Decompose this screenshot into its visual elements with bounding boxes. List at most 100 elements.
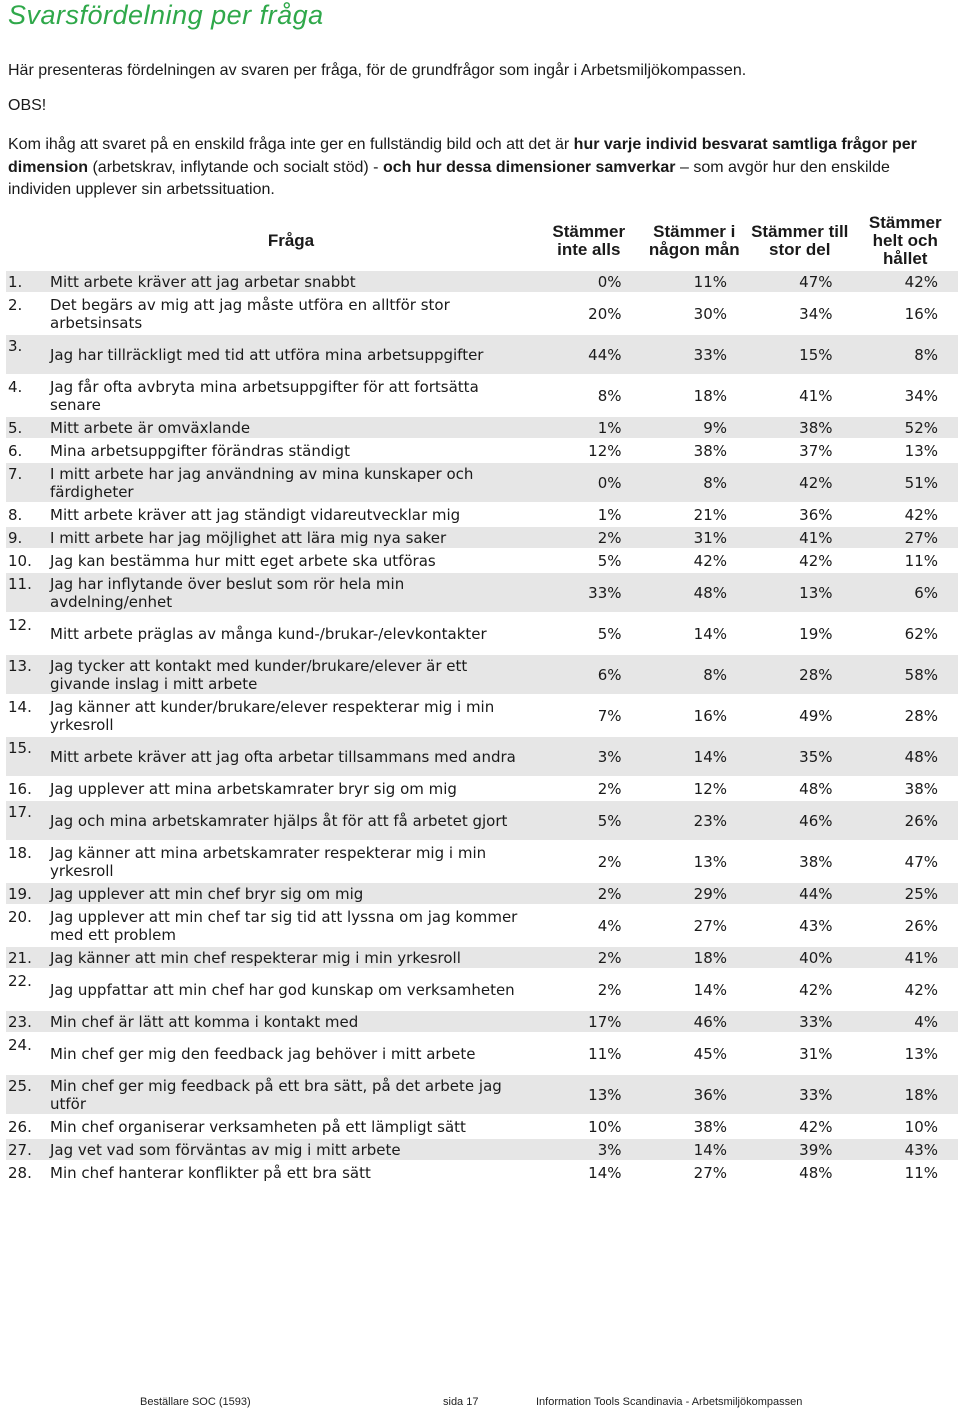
value-completely: 26% (852, 799, 958, 841)
value-largely: 31% (747, 1032, 853, 1074)
value-largely: 15% (747, 333, 853, 375)
table-row: 17. Jag och mina arbetskamrater hjälps åt… (6, 799, 958, 841)
question-number: 19. (8, 884, 32, 903)
note-bold-2: och hur dessa dimensioner samverkar (382, 158, 676, 176)
value-largely: 28% (747, 653, 853, 695)
question-text: Det begärs av mig att jag måste utföra e… (50, 295, 450, 332)
value-largely: 42% (747, 968, 853, 1010)
question-text: Jag har inflytande över beslut som rör h… (50, 574, 405, 611)
question-text: Jag uppfattar att min chef har god kunsk… (50, 980, 515, 999)
table-row: 26. Min chef organiserar verksamheten på … (6, 1114, 958, 1138)
value-not-at-all: 5% (536, 612, 642, 654)
value-somewhat: 48% (641, 571, 747, 613)
value-not-at-all: 12% (536, 438, 642, 462)
table-row: 13. Jag tycker att kontakt med kunder/bru… (6, 653, 958, 695)
question-cell: 22. Jag uppfattar att min chef har god ku… (6, 968, 536, 1010)
question-cell: 9. I mitt arbete har jag möjlighet att lä… (6, 525, 536, 549)
question-cell: 15. Mitt arbete kräver att jag ofta arbet… (6, 735, 536, 777)
value-not-at-all: 14% (536, 1160, 642, 1183)
value-largely: 35% (747, 735, 853, 777)
question-number: 22. (8, 972, 32, 990)
question-cell: 26. Min chef organiserar verksamheten på … (6, 1114, 536, 1138)
question-number: 1. (8, 272, 23, 291)
question-number: 16. (8, 779, 32, 798)
value-somewhat: 27% (641, 904, 747, 946)
value-not-at-all: 17% (536, 1009, 642, 1033)
question-number: 5. (8, 418, 23, 437)
value-not-at-all: 5% (536, 548, 642, 572)
value-largely: 46% (747, 799, 853, 841)
value-completely: 42% (852, 502, 958, 526)
value-somewhat: 9% (641, 415, 747, 439)
table-row: 14. Jag känner att kunder/brukare/elever … (6, 694, 958, 736)
question-cell: 25. Min chef ger mig feedback på ett bra … (6, 1073, 536, 1115)
value-largely: 39% (747, 1137, 853, 1161)
question-cell: 2. Det begärs av mig att jag måste utföra… (6, 292, 536, 334)
question-number: 11. (8, 575, 32, 593)
question-text: Jag upplever att min chef bryr sig om mi… (50, 884, 364, 903)
value-somewhat: 33% (641, 333, 747, 375)
value-somewhat: 42% (641, 548, 747, 572)
value-not-at-all: 7% (536, 694, 642, 736)
question-number: 2. (8, 296, 23, 314)
question-number: 25. (8, 1077, 32, 1095)
value-somewhat: 14% (641, 735, 747, 777)
value-somewhat: 14% (641, 968, 747, 1010)
value-largely: 13% (747, 571, 853, 613)
value-largely: 40% (747, 945, 853, 969)
value-somewhat: 27% (641, 1160, 747, 1183)
note-text-2: (arbetskrav, inflytande och socialt stöd… (88, 158, 383, 176)
question-number: 23. (8, 1012, 32, 1031)
question-text: Min chef ger mig feedback på ett bra sät… (50, 1076, 502, 1113)
value-completely: 41% (852, 945, 958, 969)
value-somewhat: 30% (641, 292, 747, 334)
question-text: Jag tycker att kontakt med kunder/brukar… (50, 656, 468, 693)
value-not-at-all: 2% (536, 525, 642, 549)
intro-text: Här presenteras fördelningen av svaren p… (8, 62, 747, 79)
question-cell: 24. Min chef ger mig den feedback jag beh… (6, 1032, 536, 1074)
question-cell: 5. Mitt arbete är omväxlande (6, 415, 536, 439)
value-not-at-all: 1% (536, 502, 642, 526)
table-row: 8. Mitt arbete kräver att jag ständigt vi… (6, 502, 958, 526)
table-row: 25. Min chef ger mig feedback på ett bra … (6, 1073, 958, 1115)
question-cell: 12. Mitt arbete präglas av många kund-/br… (6, 612, 536, 654)
table-row: 9. I mitt arbete har jag möjlighet att lä… (6, 525, 958, 549)
question-cell: 13. Jag tycker att kontakt med kunder/bru… (6, 653, 536, 695)
question-text: Jag upplever att min chef tar sig tid at… (50, 907, 518, 944)
question-text: Jag känner att min chef respekterar mig … (50, 948, 461, 967)
value-completely: 25% (852, 881, 958, 905)
value-not-at-all: 2% (536, 968, 642, 1010)
question-cell: 11. Jag har inflytande över beslut som rö… (6, 571, 536, 613)
question-number: 24. (8, 1036, 32, 1054)
question-cell: 23. Min chef är lätt att komma i kontakt … (6, 1009, 536, 1033)
question-number: 9. (8, 528, 23, 547)
question-number: 26. (8, 1117, 32, 1136)
table-row: 23. Min chef är lätt att komma i kontakt … (6, 1009, 958, 1033)
question-cell: 17. Jag och mina arbetskamrater hjälps åt… (6, 799, 536, 841)
value-somewhat: 36% (641, 1073, 747, 1115)
value-somewhat: 18% (641, 945, 747, 969)
value-largely: 41% (747, 374, 853, 416)
question-text: I mitt arbete har jag möjlighet att lära… (50, 528, 447, 547)
value-completely: 58% (852, 653, 958, 695)
value-not-at-all: 2% (536, 776, 642, 800)
question-number: 4. (8, 378, 23, 396)
value-somewhat: 18% (641, 374, 747, 416)
table-row: 15. Mitt arbete kräver att jag ofta arbet… (6, 735, 958, 777)
value-not-at-all: 3% (536, 735, 642, 777)
question-text: Min chef hanterar konflikter på ett bra … (50, 1163, 371, 1182)
value-somewhat: 16% (641, 694, 747, 736)
value-somewhat: 8% (641, 653, 747, 695)
table-row: 11. Jag har inflytande över beslut som rö… (6, 571, 958, 613)
value-not-at-all: 5% (536, 799, 642, 841)
note-bold-1: hur varje individ besvarat samtliga fråg… (8, 136, 917, 176)
value-somewhat: 38% (641, 1114, 747, 1138)
value-completely: 38% (852, 776, 958, 800)
question-cell: 7. I mitt arbete har jag användning av mi… (6, 461, 536, 503)
value-completely: 4% (852, 1009, 958, 1033)
value-somewhat: 45% (641, 1032, 747, 1074)
header-somewhat: Stämmer i någon mån (641, 212, 747, 271)
question-text: Jag kan bestämma hur mitt eget arbete sk… (50, 551, 436, 570)
value-largely: 37% (747, 438, 853, 462)
value-somewhat: 23% (641, 799, 747, 841)
